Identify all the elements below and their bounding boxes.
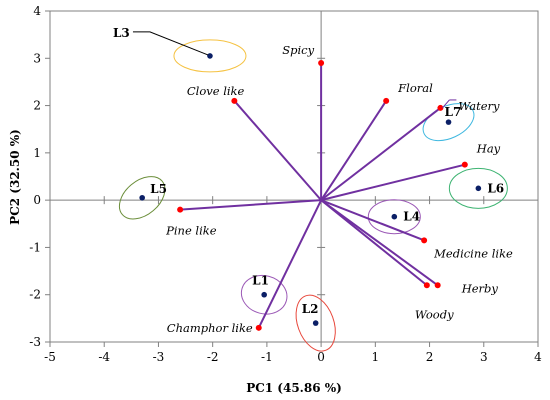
sample-points (139, 53, 482, 326)
plot-border (49, 10, 539, 343)
x-tick-label: 3 (480, 350, 488, 364)
loading-point-spicy (318, 60, 325, 67)
loading-label-medicine-like: Medicine like (433, 246, 513, 260)
loading-point-woody (423, 282, 430, 289)
y-tick-label: 2 (33, 99, 41, 113)
y-tick-label: 1 (33, 146, 41, 160)
vector-floral (320, 100, 388, 201)
loading-point-clove-like (231, 97, 238, 104)
x-tick-label: 0 (317, 350, 325, 364)
sample-point-l4 (391, 213, 398, 220)
ellipse-l3 (173, 39, 247, 73)
loading-label-herby: Herby (461, 281, 499, 295)
sample-label-l4: L4 (403, 210, 420, 224)
x-tick-label: -3 (153, 350, 165, 364)
loading-point-champhor-like (255, 324, 262, 331)
y-tick-label: -2 (29, 288, 41, 302)
sample-point-l5 (139, 194, 145, 201)
sample-label-l1: L1 (252, 274, 269, 288)
y-tick-label: -1 (29, 240, 41, 254)
sample-point-l7 (445, 119, 452, 125)
x-tick-label: -5 (44, 350, 56, 364)
sample-label-l7: L7 (445, 105, 462, 119)
leader-l3 (132, 31, 209, 56)
y-axis-title: PC2 (32.50 %) (8, 129, 22, 225)
point-labels: Spicy Clove like Floral Watery Hay Pine like M… (113, 26, 513, 335)
sample-ellipses (118, 39, 508, 352)
loading-label-watery: Watery (458, 99, 500, 113)
loading-point-watery (437, 104, 444, 111)
x-tick-label: -4 (98, 350, 110, 364)
y-tick-label: -3 (29, 335, 41, 349)
axis-ticks: -5 -4 -3 -2 -1 0 1 2 3 4 -3 -2 -1 0 1 2 3 4 (29, 4, 542, 364)
loading-label-woody: Woody (415, 307, 454, 321)
vector-hay (320, 163, 466, 202)
y-tick-label: 0 (33, 193, 41, 207)
loading-label-spicy: Spicy (282, 43, 314, 57)
ellipse-l1 (240, 274, 288, 315)
loading-label-clove-like: Clove like (187, 84, 245, 98)
vector-watery (320, 107, 442, 201)
x-tick-label: 4 (534, 350, 542, 364)
loading-point-medicine-like (421, 237, 428, 244)
loading-point-floral (383, 97, 390, 104)
leader-watery (442, 99, 450, 109)
vector-medicine-like (320, 199, 425, 242)
sample-label-l5: L5 (150, 182, 167, 196)
loading-vectors (177, 60, 468, 331)
sample-point-l1 (261, 291, 267, 298)
x-axis-title: PC1 (45.86 %) (246, 381, 342, 395)
x-tick-label: -2 (207, 350, 219, 364)
loading-label-champhor-like: Champhor like (167, 321, 253, 335)
ellipse-l2 (295, 294, 336, 352)
sample-label-l2: L2 (302, 302, 319, 316)
sample-point-l2 (312, 320, 319, 326)
x-tick-label: 2 (426, 350, 434, 364)
x-tick-label: -1 (261, 350, 273, 364)
sample-label-l3: L3 (113, 26, 130, 40)
x-tick-label: 1 (372, 350, 380, 364)
vector-pine-like (180, 199, 322, 211)
loading-point-hay (461, 161, 468, 168)
y-tick-label: 4 (33, 4, 41, 18)
loading-label-floral: Floral (397, 81, 433, 95)
loading-point-pine-like (177, 206, 184, 213)
ellipse-l5 (118, 176, 166, 220)
ellipse-l6 (448, 167, 508, 209)
vector-woody (320, 199, 428, 287)
loading-label-hay: Hay (476, 142, 501, 156)
loading-point-herby (434, 282, 441, 289)
ellipse-l4 (367, 199, 421, 235)
y-tick-label: 3 (33, 51, 41, 65)
vector-champhor-like (257, 199, 323, 329)
vector-herby (320, 199, 439, 287)
vector-clove-like (233, 100, 322, 201)
sample-label-l6: L6 (487, 181, 504, 195)
loading-label-pine-like: Pine like (165, 224, 217, 238)
sample-point-l6 (475, 185, 482, 192)
sample-point-l3 (207, 53, 213, 59)
